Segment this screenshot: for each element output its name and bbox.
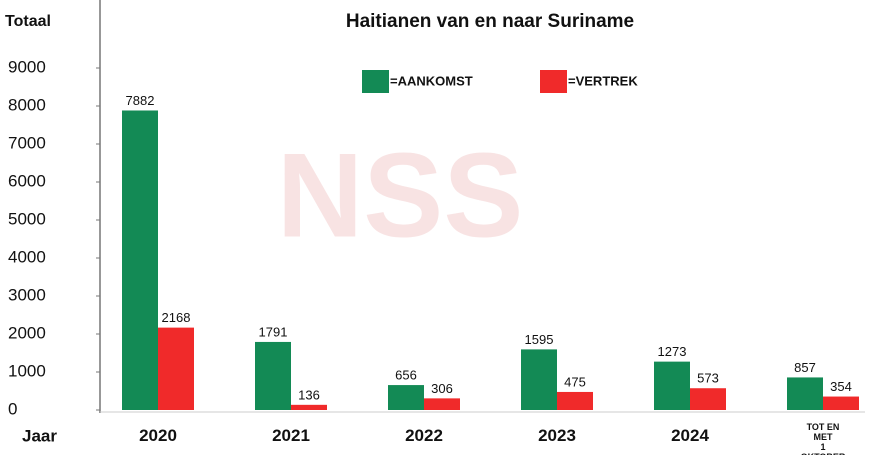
value-label: 136 (298, 387, 320, 402)
legend-label: =VERTREK (568, 73, 638, 88)
value-label: 1595 (525, 332, 554, 347)
value-label: 857 (794, 360, 816, 375)
value-label: 7882 (126, 93, 155, 108)
legend-swatch (540, 70, 567, 93)
bar (388, 385, 424, 410)
value-label: 1273 (658, 344, 687, 359)
value-label: 306 (431, 381, 453, 396)
y-tick-label: 4000 (8, 247, 46, 266)
y-tick-label: 3000 (8, 285, 46, 304)
value-label: 2168 (162, 310, 191, 325)
x-tick-label: 2023 (538, 426, 576, 445)
x-tick-label: 2024 (671, 426, 709, 445)
value-label: 573 (697, 371, 719, 386)
bar (823, 396, 859, 410)
bar (158, 327, 194, 410)
x-axis-label: Jaar (22, 426, 57, 445)
watermark: NSS (277, 129, 524, 263)
bar (291, 404, 327, 410)
value-label: 354 (830, 379, 852, 394)
y-tick-label: 9000 (8, 57, 46, 76)
x-tick-label: 2021 (272, 426, 310, 445)
bar (122, 110, 158, 410)
bar (654, 361, 690, 410)
y-tick-label: 2000 (8, 323, 46, 342)
bar (787, 377, 823, 410)
y-tick-label: 1000 (8, 361, 46, 380)
value-label: 656 (395, 368, 417, 383)
y-tick-label: 7000 (8, 133, 46, 152)
value-label: 475 (564, 374, 586, 389)
chart-title: Haitianen van en naar Suriname (346, 11, 634, 32)
x-tick-label: TOT EN MET 1 OKTOBER 2025 (801, 422, 846, 455)
x-tick-label: 2020 (139, 426, 177, 445)
value-label: 1791 (259, 324, 288, 339)
bar (521, 349, 557, 410)
legend-label: =AANKOMST (390, 73, 473, 88)
bar (424, 398, 460, 410)
bar (255, 341, 291, 410)
y-tick-label: 6000 (8, 171, 46, 190)
bar (557, 391, 593, 410)
y-axis-label: Totaal (5, 13, 51, 30)
y-tick-label: 0 (8, 399, 17, 418)
bar (690, 388, 726, 410)
legend-swatch (362, 70, 389, 93)
y-tick-label: 5000 (8, 209, 46, 228)
x-tick-label: 2022 (405, 426, 443, 445)
y-tick-label: 8000 (8, 95, 46, 114)
